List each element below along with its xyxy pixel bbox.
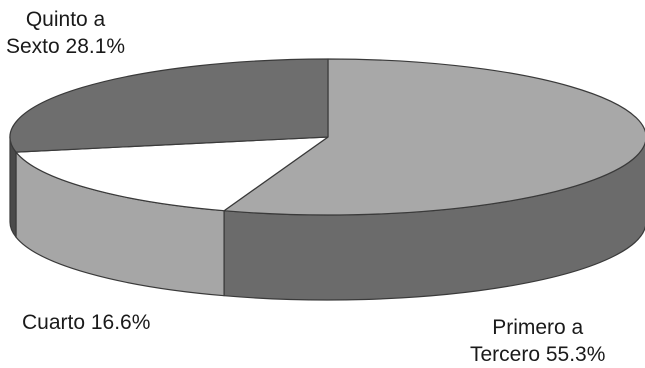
- pie-sides: [9, 136, 645, 301]
- slice-top-cuarto: [15, 136, 329, 212]
- slice-label-primero-a-tercero: Primero a Tercero 55.3%: [470, 314, 605, 368]
- slice-label-line: Quinto a: [25, 8, 106, 31]
- slice-top-quinto-a-sexto: [9, 58, 329, 153]
- slice-side-quinto-a-sexto: [9, 136, 17, 238]
- slice-label-line: Sexto 28.1%: [6, 35, 126, 58]
- slice-label-line: Tercero 55.3%: [470, 343, 606, 366]
- slice-label-cuarto: Cuarto 16.6%: [22, 309, 150, 336]
- pie-tops: [9, 58, 645, 216]
- slice-label-line: Cuarto 16.6%: [22, 311, 151, 334]
- slice-label-quinto-a-sexto: Quinto a Sexto 28.1%: [6, 6, 125, 60]
- slice-label-line: Primero a: [492, 316, 584, 339]
- slice-top-primero-a-tercero: [223, 58, 645, 216]
